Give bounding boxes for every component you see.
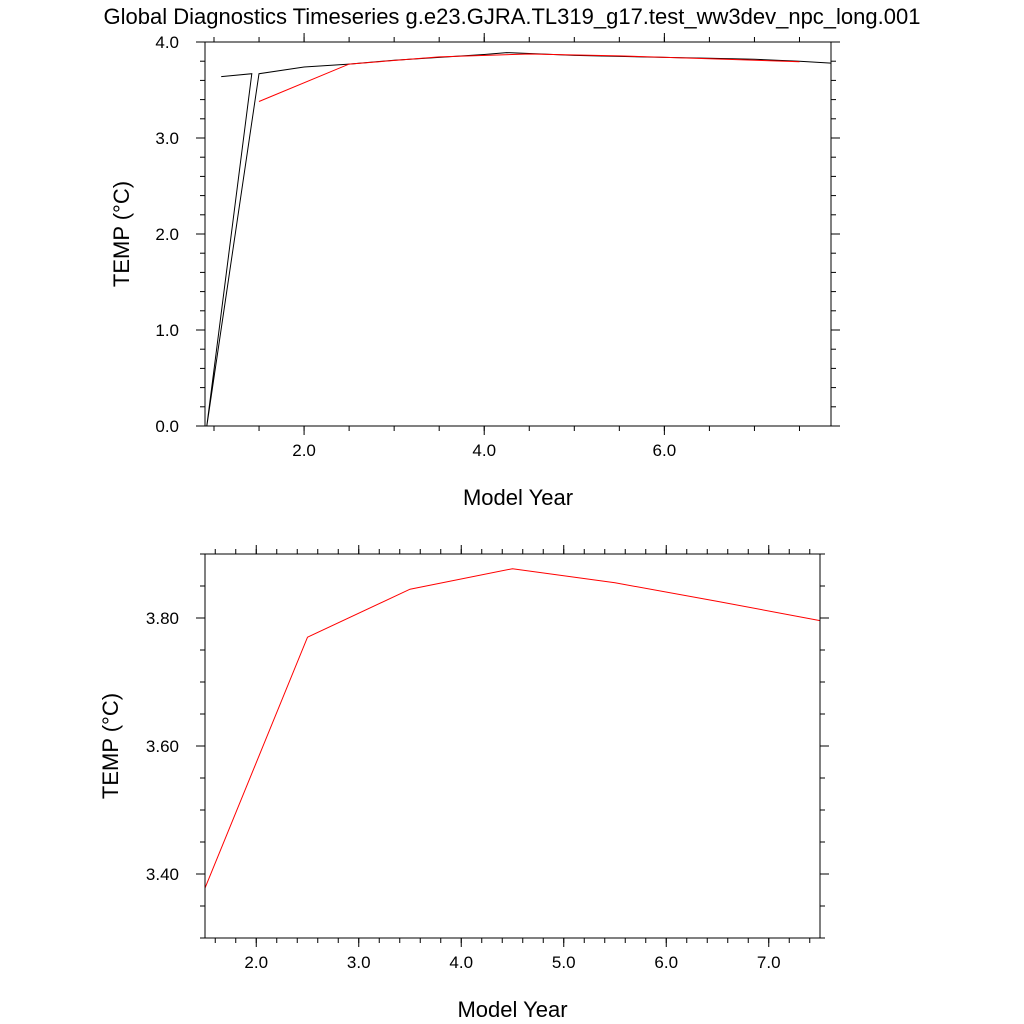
y-tick-label: 3.60 <box>146 737 179 756</box>
bottom-panel-major-ticks <box>196 545 829 947</box>
y-tick-label: 1.0 <box>155 321 179 340</box>
bottom-panel-x-axis-label: Model Year <box>457 997 567 1022</box>
bottom-panel-x-tick-labels: 2.0 3.0 4.0 5.0 6.0 7.0 <box>244 953 780 972</box>
x-tick-label: 3.0 <box>347 953 371 972</box>
top-panel-series <box>206 52 832 427</box>
bottom-panel-plot-frame <box>204 553 821 939</box>
bottom-panel-minor-ticks <box>200 549 825 943</box>
top-panel: Model Year TEMP (°C) 2.0 4.0 6.0 0.0 1.0 2.0… <box>109 33 840 510</box>
top-panel-major-ticks <box>196 33 840 435</box>
bottom-panel-y-tick-labels: 3.40 3.60 3.80 <box>146 609 179 884</box>
series-line-1 <box>206 52 832 427</box>
x-tick-label: 4.0 <box>449 953 473 972</box>
bottom-panel-series <box>204 568 821 889</box>
figure-title: Global Diagnostics Timeseries g.e23.GJRA… <box>104 4 921 29</box>
x-tick-label: 5.0 <box>552 953 576 972</box>
series-line-2 <box>258 53 800 102</box>
top-panel-y-axis-label: TEMP (°C) <box>109 181 134 287</box>
top-panel-plot-frame <box>204 41 832 427</box>
x-tick-label: 2.0 <box>244 953 268 972</box>
y-tick-label: 3.80 <box>146 609 179 628</box>
top-panel-minor-ticks <box>200 37 836 431</box>
top-panel-x-axis-label: Model Year <box>463 485 573 510</box>
x-tick-label: 4.0 <box>472 441 496 460</box>
bottom-panel-y-axis-label: TEMP (°C) <box>98 693 123 799</box>
series-line-1 <box>204 568 821 889</box>
top-panel-x-tick-labels: 2.0 4.0 6.0 <box>292 441 676 460</box>
y-tick-label: 3.0 <box>155 129 179 148</box>
y-tick-label: 3.40 <box>146 865 179 884</box>
x-tick-label: 6.0 <box>653 441 677 460</box>
y-tick-label: 2.0 <box>155 225 179 244</box>
y-tick-label: 0.0 <box>155 417 179 436</box>
x-tick-label: 6.0 <box>654 953 678 972</box>
x-tick-label: 7.0 <box>757 953 781 972</box>
x-tick-label: 2.0 <box>292 441 316 460</box>
top-panel-y-tick-labels: 0.0 1.0 2.0 3.0 4.0 <box>155 33 179 436</box>
bottom-panel: Model Year TEMP (°C) 2.0 3.0 4.0 5.0 6.0 7.0 … <box>98 545 829 1022</box>
y-tick-label: 4.0 <box>155 33 179 52</box>
